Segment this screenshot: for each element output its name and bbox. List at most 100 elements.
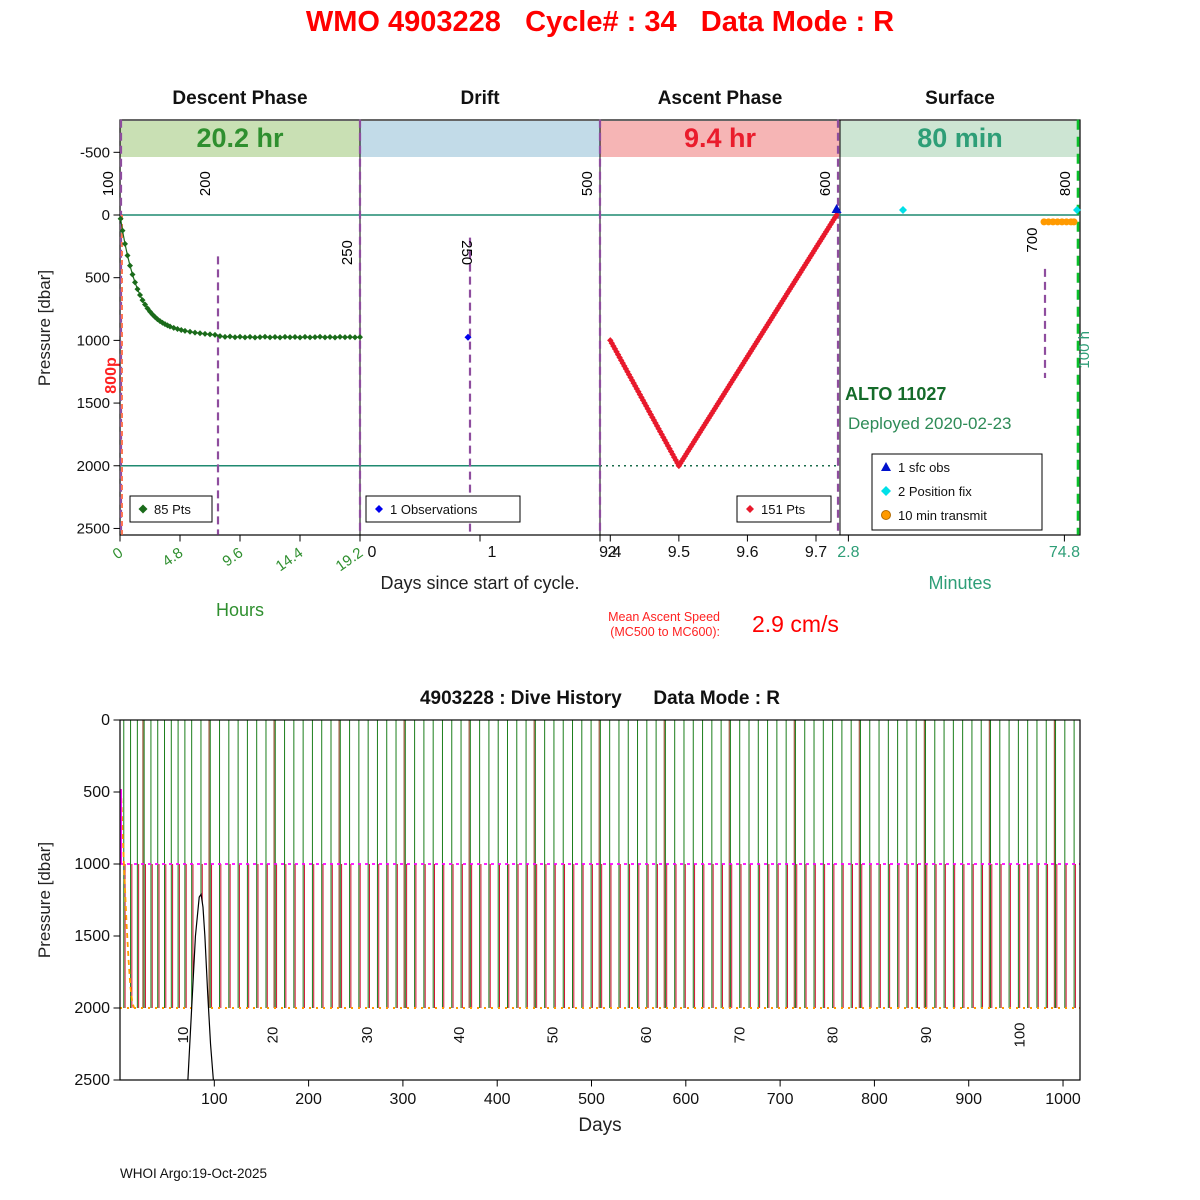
svg-text:20: 20 <box>264 1027 281 1044</box>
svg-text:200: 200 <box>197 171 214 196</box>
float-id-annotation: ALTO 11027 <box>845 384 947 404</box>
svg-text:800: 800 <box>861 1091 888 1108</box>
bottom-axis-ticks: 0 500 1000 1500 2000 2500 100 200 300 400 500 600 70… <box>74 712 1081 1108</box>
minutes-axis-label: Minutes <box>928 573 992 593</box>
svg-text:85 Pts: 85 Pts <box>154 502 191 517</box>
svg-text:90: 90 <box>918 1027 935 1044</box>
phase-header-descent: Descent Phase <box>172 88 308 109</box>
svg-text:9.6: 9.6 <box>219 544 246 570</box>
black-profile-outline <box>187 892 214 1081</box>
hours-axis-label: Hours <box>215 600 264 620</box>
svg-text:9.7: 9.7 <box>805 544 827 561</box>
svg-text:1 sfc obs: 1 sfc obs <box>898 460 951 475</box>
svg-text:600: 600 <box>672 1091 699 1108</box>
phase-header-drift: Drift <box>460 88 500 109</box>
svg-text:4.8: 4.8 <box>159 544 186 570</box>
svg-text:9.4: 9.4 <box>599 544 621 561</box>
descent-duration-label: 20.2 hr <box>196 123 284 153</box>
svg-text:1 Observations: 1 Observations <box>390 502 478 517</box>
svg-text:400: 400 <box>484 1091 511 1108</box>
svg-text:300: 300 <box>390 1091 417 1108</box>
svg-text:100 h: 100 h <box>1076 331 1093 369</box>
footer-credit: WHOI Argo:19-Oct-2025 <box>120 1166 268 1181</box>
bottom-y-axis-label: Pressure [dbar] <box>35 841 54 959</box>
svg-text:500: 500 <box>579 171 596 196</box>
top-legends: 85 Pts 1 Observations 151 Pts 1 sfc obs 2 Po… <box>129 453 1043 531</box>
svg-text:200: 200 <box>295 1091 322 1108</box>
svg-text:30: 30 <box>359 1027 376 1044</box>
top-y-axis-label: Pressure [dbar] <box>35 269 54 387</box>
svg-text:2500: 2500 <box>74 1072 110 1089</box>
mean-ascent-speed-caption: Mean Ascent Speed (MC500 to MC600): <box>520 610 720 640</box>
svg-text:151 Pts: 151 Pts <box>761 502 806 517</box>
svg-text:1500: 1500 <box>77 395 110 412</box>
svg-text:500: 500 <box>83 784 110 801</box>
svg-text:2.8: 2.8 <box>837 544 859 561</box>
svg-text:74.8: 74.8 <box>1049 544 1080 561</box>
svg-text:100: 100 <box>201 1091 228 1108</box>
svg-text:1: 1 <box>488 544 497 561</box>
surface-duration-label: 80 min <box>917 123 1003 153</box>
dive-reference-lines <box>119 789 1080 1009</box>
svg-text:800: 800 <box>1057 171 1074 196</box>
svg-text:2000: 2000 <box>74 1000 110 1017</box>
svg-text:100: 100 <box>100 171 117 196</box>
svg-text:900: 900 <box>955 1091 982 1108</box>
ascent-duration-label: 9.4 hr <box>683 123 757 153</box>
svg-text:250: 250 <box>339 240 356 265</box>
svg-text:500: 500 <box>578 1091 605 1108</box>
bottom-plot-frame <box>119 719 1081 1081</box>
svg-text:2000: 2000 <box>77 458 110 475</box>
svg-text:2 Position fix: 2 Position fix <box>898 484 972 499</box>
phase-header-surface: Surface <box>925 88 995 109</box>
svg-text:50: 50 <box>545 1027 562 1044</box>
descent-series <box>117 215 363 341</box>
svg-text:1000: 1000 <box>77 332 110 349</box>
mean-ascent-speed-line2: (MC500 to MC600): <box>610 625 720 639</box>
ascent-series <box>607 203 842 469</box>
svg-text:10: 10 <box>175 1027 192 1044</box>
svg-text:80: 80 <box>825 1027 842 1044</box>
svg-text:500: 500 <box>85 270 110 287</box>
mean-ascent-speed-value: 2.9 cm/s <box>752 611 839 637</box>
svg-text:40: 40 <box>451 1027 468 1044</box>
bottom-x-axis-label: Days <box>578 1115 622 1136</box>
svg-text:2500: 2500 <box>77 520 110 537</box>
deployed-date-annotation: Deployed 2020-02-23 <box>848 414 1012 433</box>
dive-lines <box>123 720 1076 1008</box>
svg-text:14.4: 14.4 <box>273 544 307 575</box>
drift-duration-label <box>360 119 600 157</box>
svg-text:0: 0 <box>110 544 127 563</box>
svg-text:-500: -500 <box>80 144 110 161</box>
svg-text:19.2: 19.2 <box>333 544 367 575</box>
dive-history-title: 4903228 : Dive History Data Mode : R <box>419 688 781 709</box>
phase-bands <box>120 121 1080 157</box>
svg-text:70: 70 <box>731 1027 748 1044</box>
svg-text:0: 0 <box>368 544 377 561</box>
drift-series <box>464 333 472 341</box>
svg-text:250: 250 <box>458 240 475 265</box>
mission-markers: 100 200 250 250 500 600 700 800 800p 100 h <box>100 119 1093 535</box>
svg-text:9.6: 9.6 <box>736 544 758 561</box>
svg-text:700: 700 <box>767 1091 794 1108</box>
svg-text:1000: 1000 <box>1045 1091 1081 1108</box>
page-title: WMO 4903228 Cycle# : 34 Data Mode : R <box>305 6 895 38</box>
svg-text:10 min transmit: 10 min transmit <box>898 508 987 523</box>
phase-header-ascent: Ascent Phase <box>657 88 783 109</box>
svg-text:100: 100 <box>1011 1022 1028 1047</box>
svg-text:1500: 1500 <box>74 928 110 945</box>
svg-text:1000: 1000 <box>74 856 110 873</box>
svg-text:2: 2 <box>608 544 617 561</box>
svg-text:0: 0 <box>101 712 110 729</box>
cycle-number-labels: 10 20 30 40 50 60 70 80 90 100 <box>175 1022 1028 1047</box>
svg-text:700: 700 <box>1024 228 1041 253</box>
svg-text:800p: 800p <box>103 357 120 394</box>
mean-ascent-speed-line1: Mean Ascent Speed <box>608 610 720 624</box>
svg-text:0: 0 <box>102 207 110 224</box>
surface-series <box>899 205 1081 226</box>
svg-text:60: 60 <box>638 1027 655 1044</box>
svg-text:600: 600 <box>817 171 834 196</box>
top-x-axis-label: Days since start of cycle. <box>380 573 580 593</box>
